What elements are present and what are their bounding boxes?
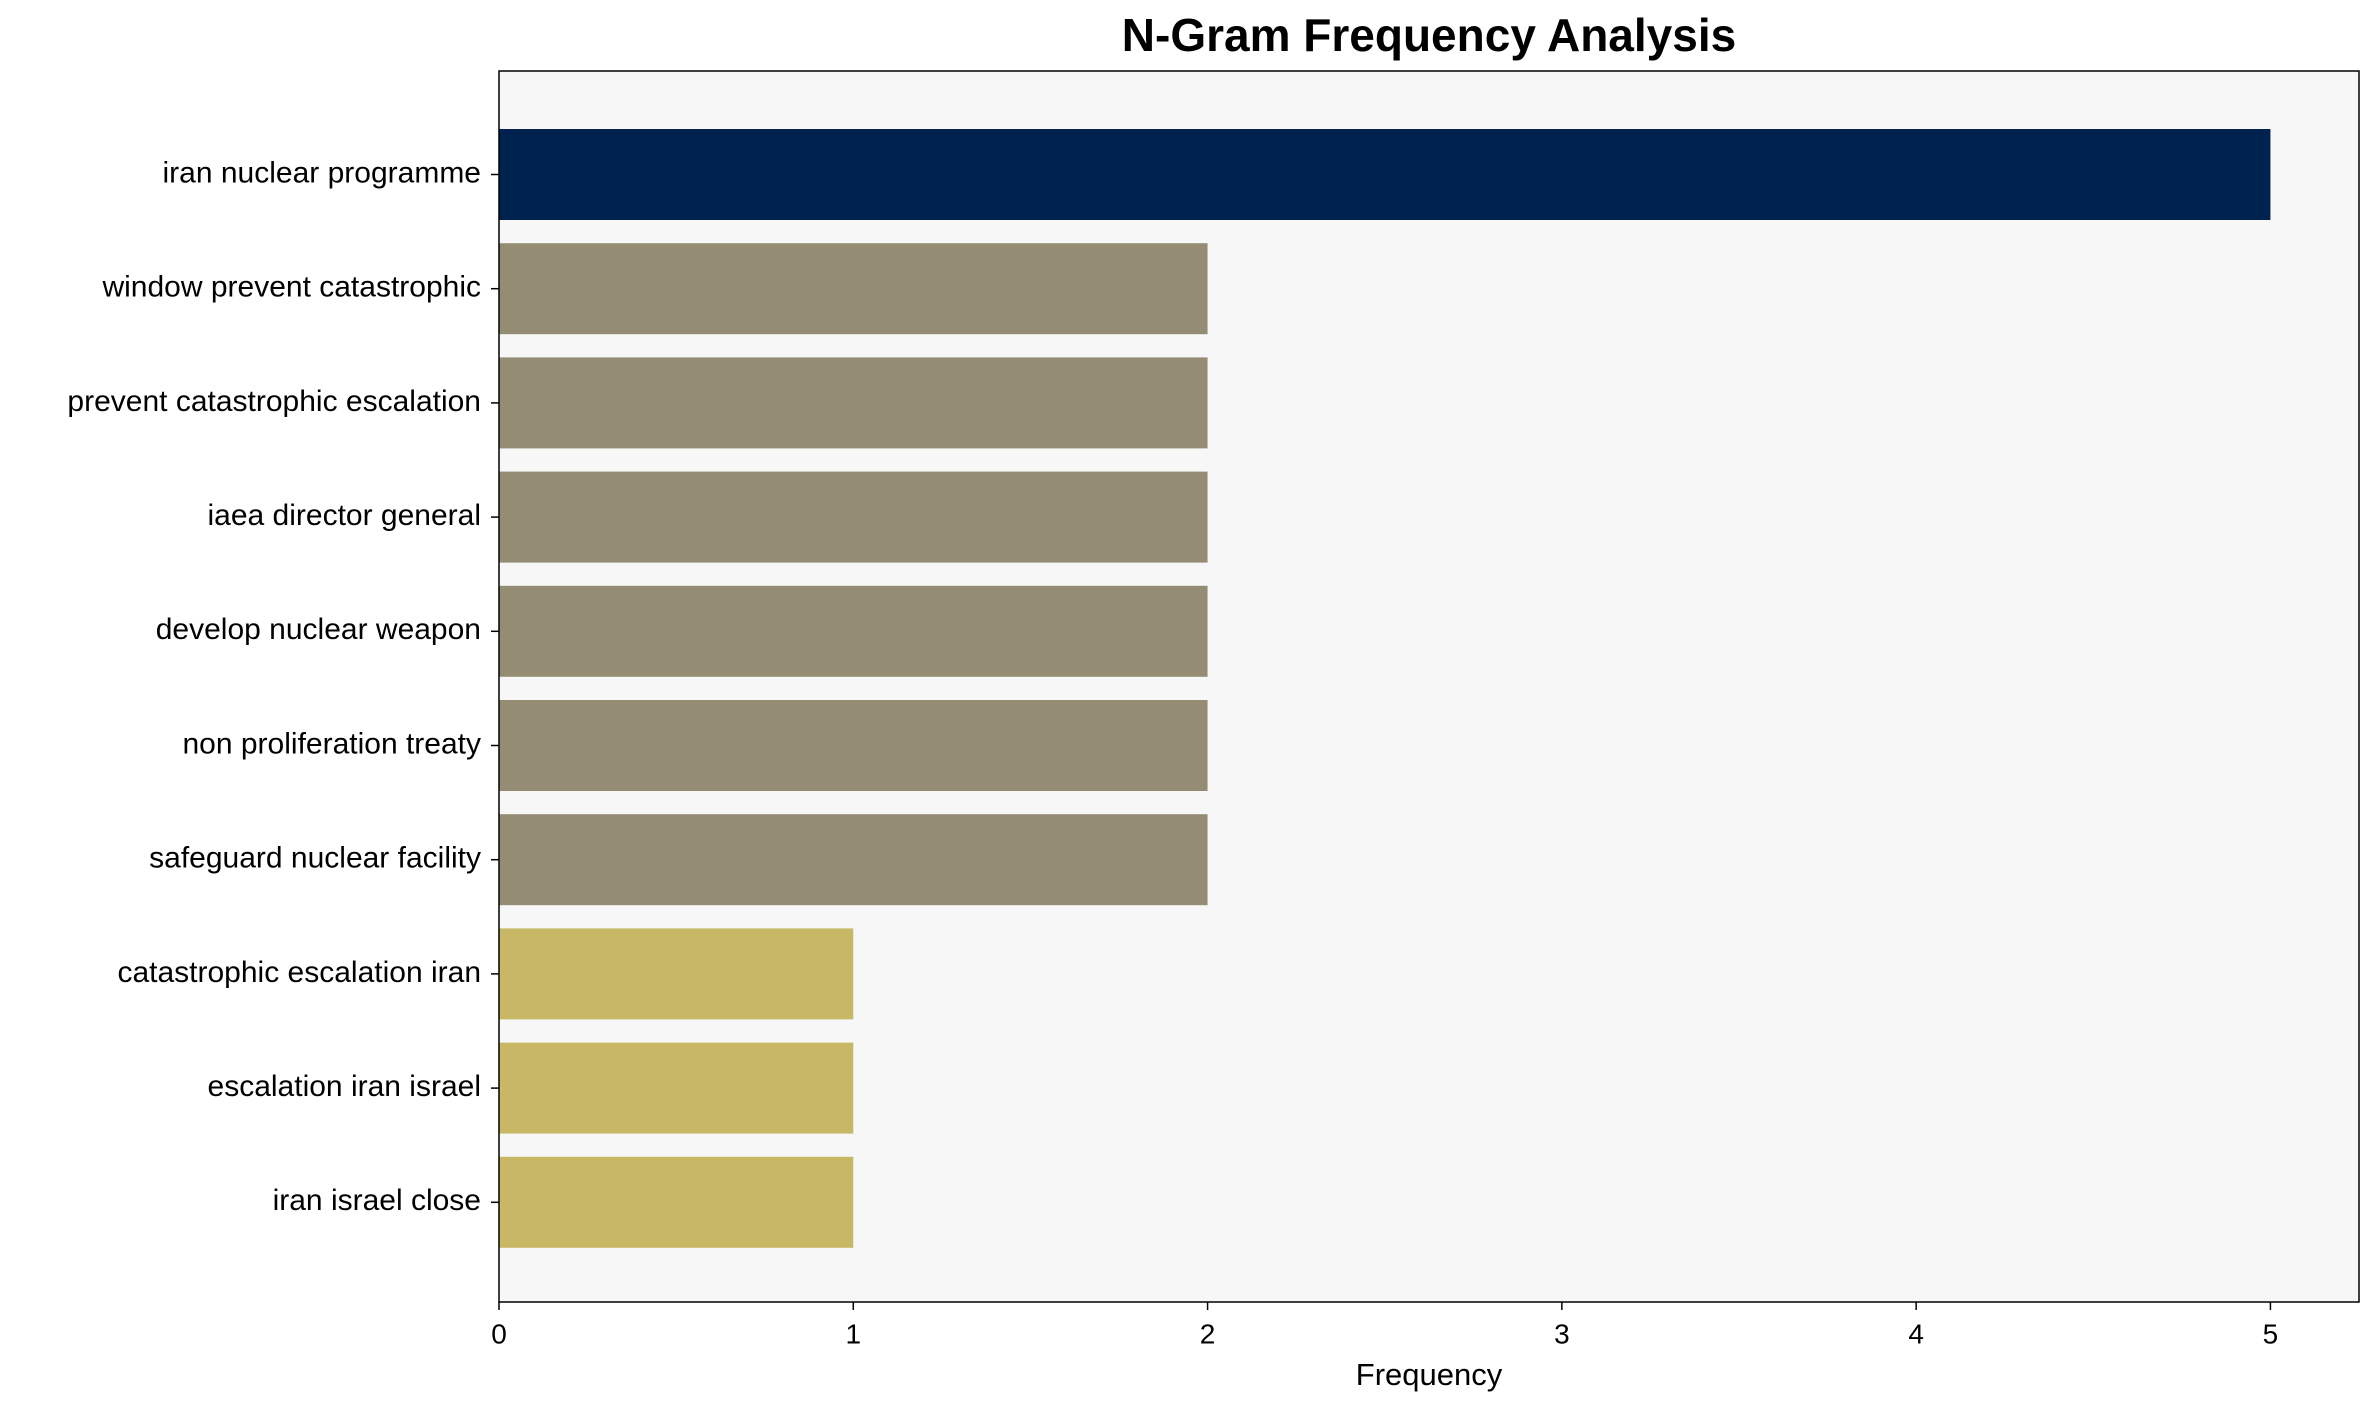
bar bbox=[499, 1042, 854, 1134]
y-tick-label: iran nuclear programme bbox=[163, 156, 481, 189]
y-tick-label: iaea director general bbox=[207, 499, 481, 532]
y-tick-label: develop nuclear weapon bbox=[156, 613, 481, 646]
x-tick-label: 3 bbox=[1554, 1318, 1570, 1349]
plot-frame bbox=[498, 70, 2360, 1303]
bar bbox=[499, 129, 2271, 220]
y-tick-label: escalation iran israel bbox=[208, 1070, 481, 1103]
x-tick-label: 5 bbox=[2263, 1318, 2279, 1349]
bar bbox=[499, 585, 1208, 677]
x-tick-label: 4 bbox=[1908, 1318, 1924, 1349]
x-tick-label: 2 bbox=[1200, 1318, 1216, 1349]
bar bbox=[499, 243, 1208, 335]
x-axis-label: Frequency bbox=[1356, 1357, 1503, 1392]
y-tick-label: non proliferation treaty bbox=[182, 727, 481, 760]
y-tick-label: catastrophic escalation iran bbox=[117, 956, 481, 989]
y-tick-label: prevent catastrophic escalation bbox=[67, 385, 481, 418]
y-tick-label: safeguard nuclear facility bbox=[149, 842, 481, 875]
y-tick-label: iran israel close bbox=[273, 1184, 481, 1217]
x-tick-label: 1 bbox=[845, 1318, 861, 1349]
bar bbox=[499, 700, 1208, 791]
y-tick-label: window prevent catastrophic bbox=[101, 271, 481, 304]
bar bbox=[499, 1156, 854, 1248]
bar bbox=[499, 814, 1208, 906]
chart-title: N-Gram Frequency Analysis bbox=[1122, 9, 1736, 61]
bar bbox=[499, 928, 854, 1020]
bar bbox=[499, 471, 1208, 563]
bar bbox=[499, 357, 1208, 449]
x-tick-label: 0 bbox=[491, 1318, 507, 1349]
